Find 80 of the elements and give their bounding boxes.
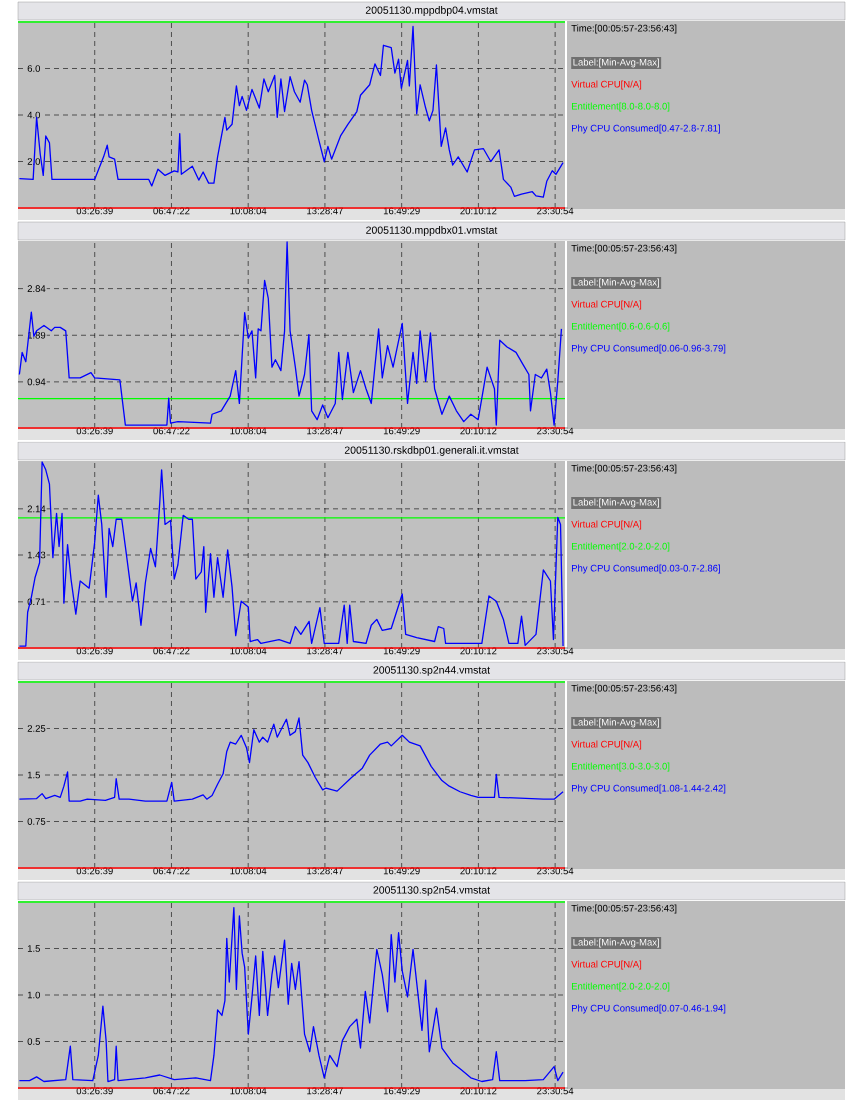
y-tick-label: 1.5 — [27, 945, 41, 952]
x-tick-label: 20:10:12 — [460, 867, 497, 875]
series-label: Phy CPU Consumed[0.03-0.7-2.86] — [571, 564, 720, 574]
x-tick-label: 16:49:29 — [383, 867, 420, 875]
y-tick-label: 1.5 — [27, 771, 41, 779]
x-tick-label: 16:49:29 — [383, 1087, 420, 1095]
series-label: Phy CPU Consumed[1.08-1.44-2.42] — [571, 784, 726, 794]
y-tick-label: 0.75 — [27, 818, 46, 825]
line-series — [18, 25, 564, 198]
text: Time:[00:05:57-23:56:43] — [571, 24, 677, 34]
x-tick-label: 23:30:54 — [537, 867, 574, 875]
x-tick-label: 03:26:39 — [76, 867, 113, 875]
y-tick-label: 2.84 — [27, 285, 46, 292]
text: Time:[00:05:57-23:56:43] — [571, 684, 677, 694]
x-tick-label: 20:10:12 — [460, 647, 497, 655]
text: Phy CPU Consumed[0.47-2.8-7.81] — [571, 124, 720, 134]
legend-title: Label:[Min-Avg-Max] — [573, 58, 659, 68]
text: Virtual CPU[N/A] — [571, 300, 642, 310]
text: Entitlement[3.0-3.0-3.0] — [571, 762, 670, 772]
line-series — [18, 906, 564, 1083]
y-tick-label: 6.0 — [27, 65, 41, 72]
legend-title: Label:[Min-Avg-Max] — [573, 278, 659, 288]
x-tick-label: 23:30:54 — [537, 1087, 574, 1095]
x-tick-label: 06:47:22 — [153, 647, 190, 655]
x-tick-label: 03:26:39 — [76, 1087, 113, 1095]
line-series — [18, 461, 564, 647]
series-label: Phy CPU Consumed[0.06-0.96-3.79] — [571, 344, 726, 354]
x-tick-label: 23:30:54 — [537, 207, 574, 215]
legend-title: Label:[Min-Avg-Max] — [573, 938, 659, 948]
y-tick-label: 4.0 — [27, 111, 41, 119]
text: Entitlement[8.0-8.0-8.0] — [571, 102, 670, 112]
x-tick-label: 20:10:12 — [460, 427, 497, 435]
text: Entitlement[0.6-0.6-0.6] — [571, 322, 670, 332]
x-tick-label: 23:30:54 — [537, 647, 574, 655]
x-tick-label: 03:26:39 — [76, 207, 113, 215]
text: Virtual CPU[N/A] — [571, 520, 642, 530]
x-tick-label: 13:28:47 — [307, 427, 343, 435]
text: Phy CPU Consumed[0.07-0.46-1.94] — [571, 1004, 726, 1014]
x-tick-label: 13:28:47 — [307, 867, 343, 875]
x-tick-label: 20:10:12 — [460, 1087, 497, 1095]
chart-title: 20051130.mppdbp04.vmstat — [365, 6, 498, 16]
x-tick-label: 20:10:12 — [460, 207, 497, 215]
chart-title: 20051130.sp2n44.vmstat — [373, 666, 490, 676]
x-tick-label: 03:26:39 — [76, 647, 113, 655]
text: Entitlement[2.0-2.0-2.0] — [571, 982, 670, 992]
y-tick-label: 2.25 — [27, 725, 46, 732]
line-series — [18, 717, 564, 802]
x-tick-label: 10:08:04 — [230, 867, 267, 875]
chart-title: 20051130.mppdbx01.vmstat — [366, 226, 498, 236]
y-tick-label: 0.94 — [27, 378, 46, 386]
legend-title: Label:[Min-Avg-Max] — [573, 498, 659, 508]
x-tick-label: 10:08:04 — [230, 1087, 267, 1095]
text: Entitlement[2.0-2.0-2.0] — [571, 542, 670, 552]
x-tick-label: 16:49:29 — [383, 647, 420, 655]
chart-title: 20051130.rskdbp01.generali.it.vmstat — [344, 446, 519, 456]
x-tick-label: 10:08:04 — [230, 207, 267, 215]
text: Time:[00:05:57-23:56:43] — [571, 464, 677, 474]
x-tick-label: 06:47:22 — [153, 1087, 190, 1095]
x-tick-label: 23:30:54 — [537, 427, 574, 435]
text: Virtual CPU[N/A] — [571, 80, 642, 90]
x-tick-label: 13:28:47 — [307, 647, 343, 655]
y-tick-label: 0.5 — [27, 1038, 41, 1045]
x-tick-label: 06:47:22 — [153, 207, 190, 215]
x-tick-label: 06:47:22 — [153, 427, 190, 435]
x-tick-label: 13:28:47 — [307, 207, 343, 215]
text: Virtual CPU[N/A] — [571, 960, 642, 970]
x-tick-label: 06:47:22 — [153, 867, 190, 875]
x-tick-label: 03:26:39 — [76, 427, 113, 435]
x-tick-label: 13:28:47 — [307, 1087, 343, 1095]
line-series — [18, 241, 563, 426]
text: Virtual CPU[N/A] — [571, 740, 642, 750]
x-tick-label: 10:08:04 — [230, 427, 267, 435]
chart-title: 20051130.sp2n54.vmstat — [373, 886, 490, 896]
x-tick-label: 10:08:04 — [230, 647, 267, 655]
y-tick-label: 1.0 — [27, 991, 41, 999]
x-tick-label: 16:49:29 — [383, 207, 420, 215]
text: Time:[00:05:57-23:56:43] — [571, 904, 677, 914]
legend-title: Label:[Min-Avg-Max] — [573, 718, 659, 728]
x-tick-label: 16:49:29 — [383, 427, 420, 435]
text: Time:[00:05:57-23:56:43] — [571, 244, 677, 254]
